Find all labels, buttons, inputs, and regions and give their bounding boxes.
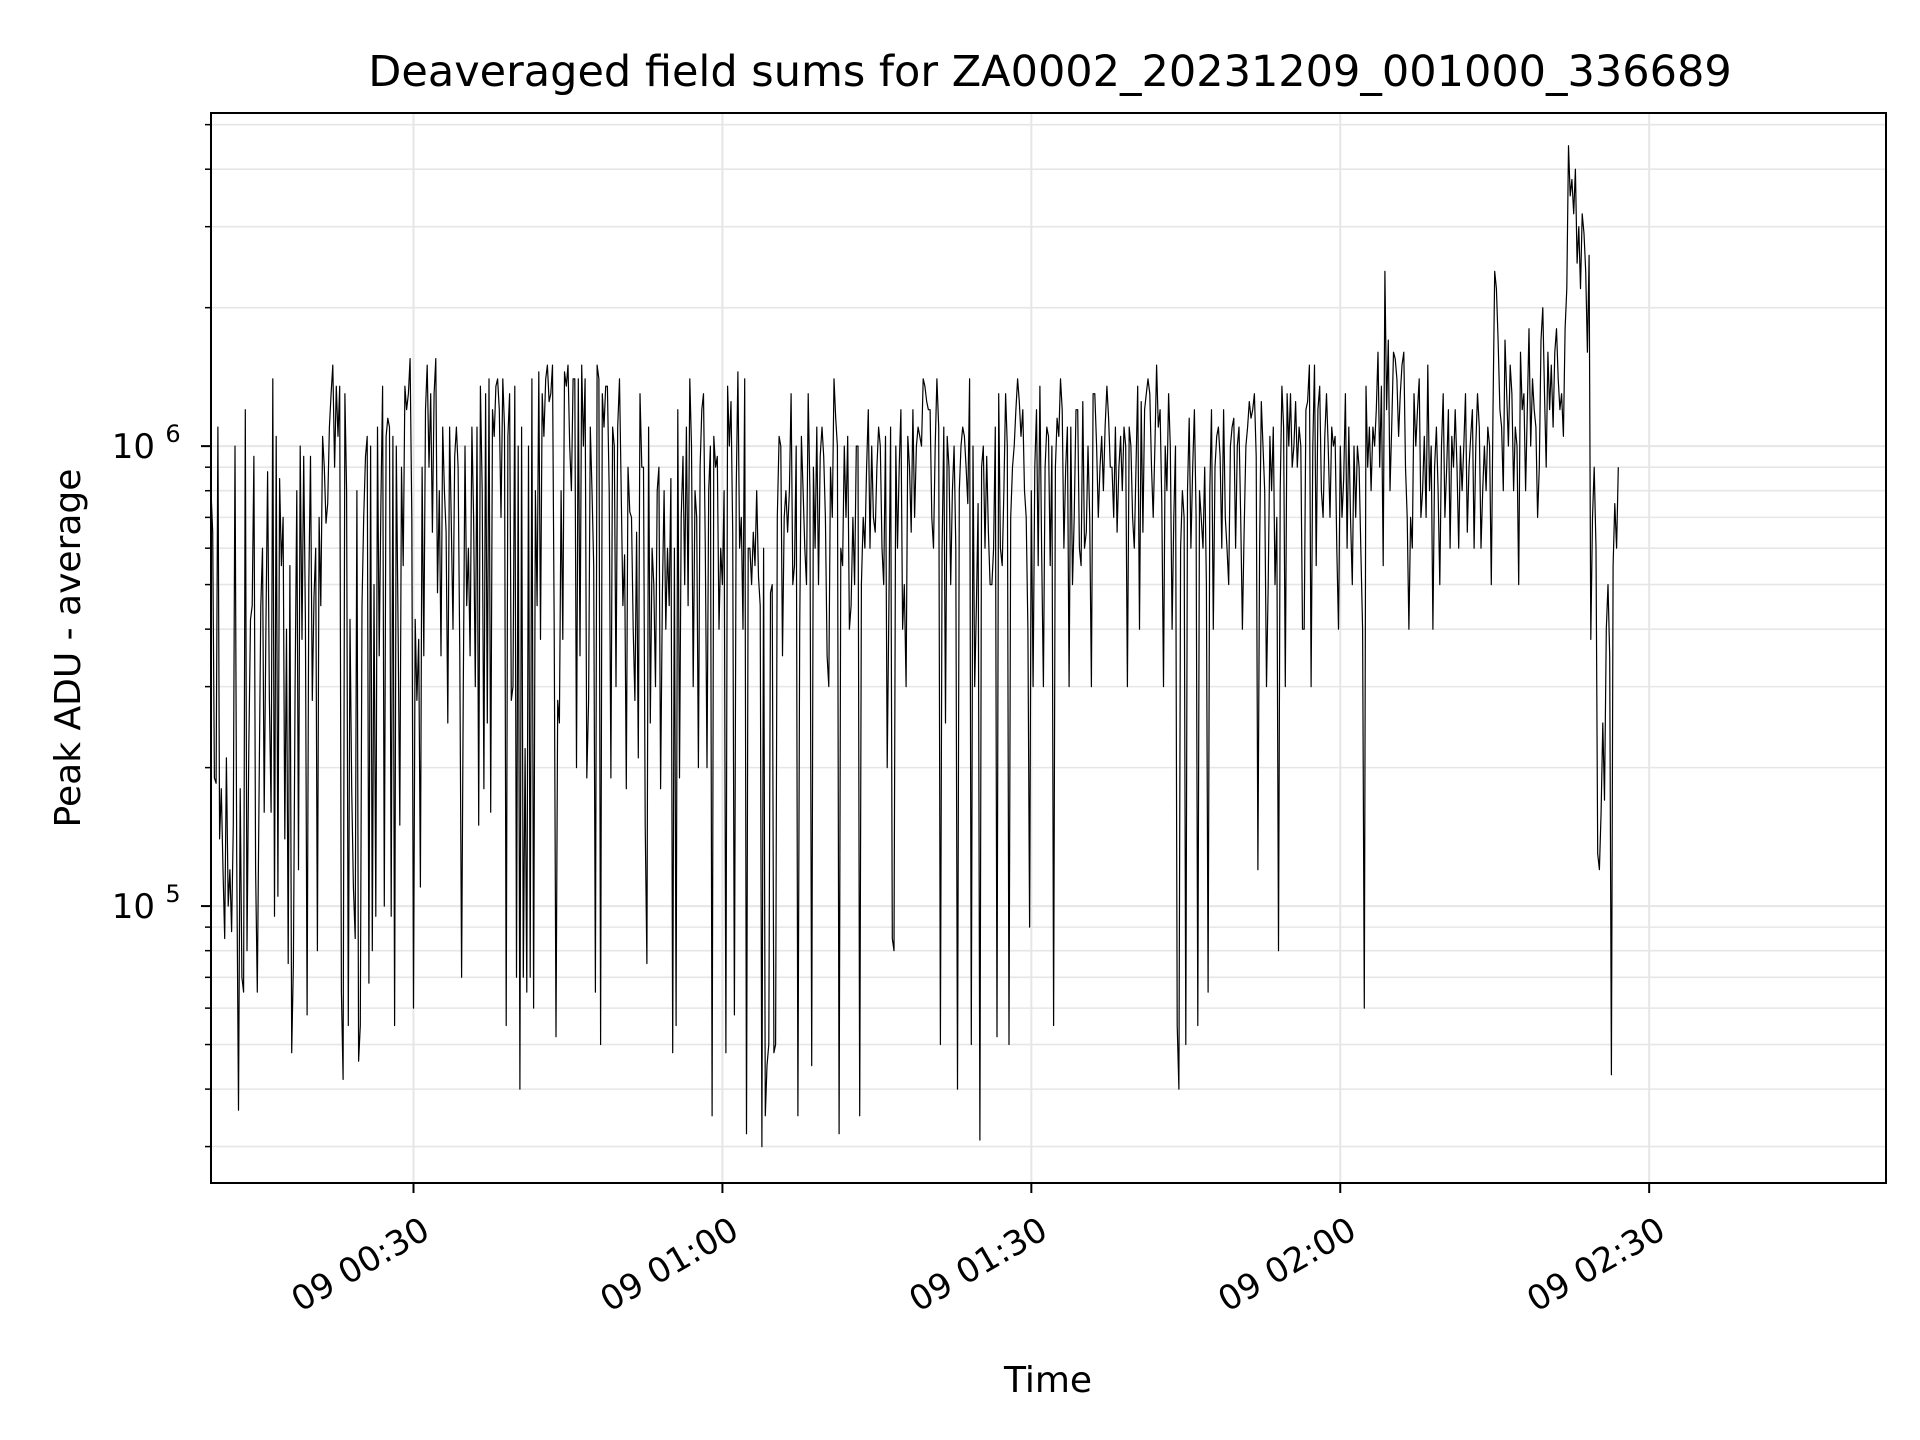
y-tick-label-exponent: 5 <box>165 880 180 908</box>
chart-title: Deaveraged field sums for ZA0002_2023120… <box>368 47 1731 97</box>
data-line <box>210 145 1619 1148</box>
x-axis-label: Time <box>1003 1360 1092 1401</box>
y-tick-label: 10 <box>112 427 155 467</box>
axes-frame <box>210 112 1887 1184</box>
y-tick-label: 10 <box>112 887 155 927</box>
y-tick-label-exponent: 6 <box>165 420 180 448</box>
y-axis-label: Peak ADU - average <box>48 469 89 828</box>
y-axis: 10 5 10 6 <box>112 123 211 1148</box>
plot-area <box>210 145 1619 1148</box>
